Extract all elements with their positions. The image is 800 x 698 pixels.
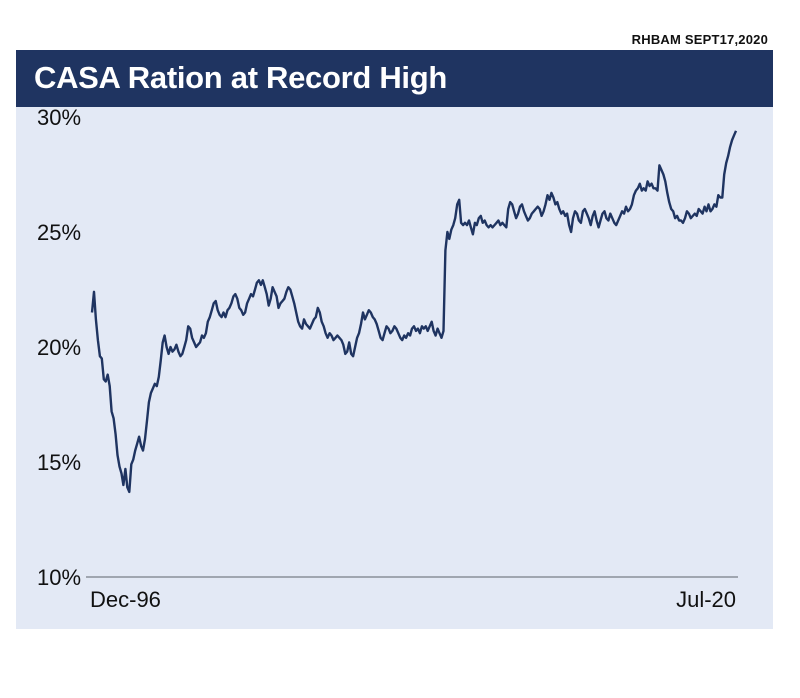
y-tick-label: 25% [37, 220, 81, 245]
source-note: RHBAM SEPT17,2020 [631, 32, 768, 47]
chart-title: CASA Ration at Record High [34, 60, 448, 95]
y-tick-label: 20% [37, 335, 81, 360]
line-chart: 10% 15% 20% 25% 30% Dec-96 Jul-20 [37, 107, 738, 612]
y-axis-labels: 10% 15% 20% 25% 30% [37, 107, 81, 590]
x-tick-label: Jul-20 [676, 587, 736, 612]
series-line [90, 130, 738, 494]
y-tick-label: 10% [37, 565, 81, 590]
x-axis-labels: Dec-96 Jul-20 [90, 587, 736, 612]
title-bar: CASA Ration at Record High [16, 50, 773, 107]
y-tick-label: 30% [37, 107, 81, 130]
y-tick-label: 15% [37, 450, 81, 475]
x-tick-label: Dec-96 [90, 587, 161, 612]
plot-panel [16, 107, 773, 629]
